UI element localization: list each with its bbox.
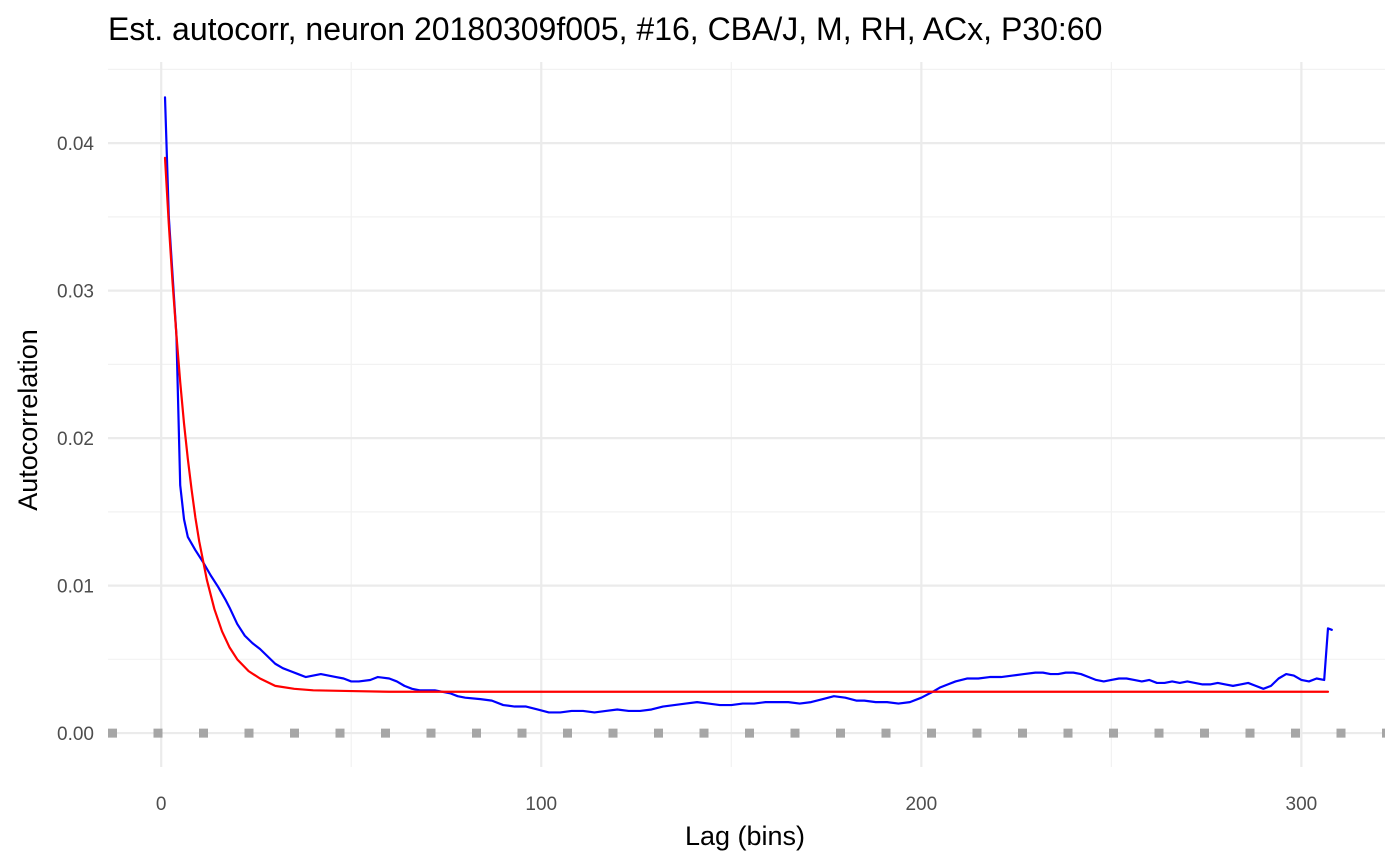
y-tick-label-1: 0.01 xyxy=(57,577,94,598)
grid-major xyxy=(108,62,1385,767)
y-tick-label-2: 0.02 xyxy=(57,429,94,450)
series-line-1 xyxy=(163,156,1330,693)
x-axis-title: Lag (bins) xyxy=(685,821,805,851)
x-tick-label-3: 300 xyxy=(1286,794,1318,815)
x-axis-ticks: 0 100 200 300 xyxy=(156,794,1317,815)
y-tick-label-4: 0.04 xyxy=(57,134,94,155)
x-tick-label-2: 200 xyxy=(905,794,937,815)
x-tick-label-1: 100 xyxy=(525,794,557,815)
grid-minor xyxy=(108,62,1385,767)
y-tick-label-0: 0.00 xyxy=(57,724,94,745)
y-axis-ticks: 0.00 0.01 0.02 0.03 0.04 xyxy=(57,134,94,745)
series-layer xyxy=(163,96,1333,714)
y-tick-label-3: 0.03 xyxy=(57,282,94,303)
series-line-0 xyxy=(163,96,1333,714)
chart-title: Est. autocorr, neuron 20180309f005, #16,… xyxy=(108,11,1102,47)
y-axis-title: Autocorrelation xyxy=(13,329,43,511)
x-tick-label-0: 0 xyxy=(156,794,167,815)
